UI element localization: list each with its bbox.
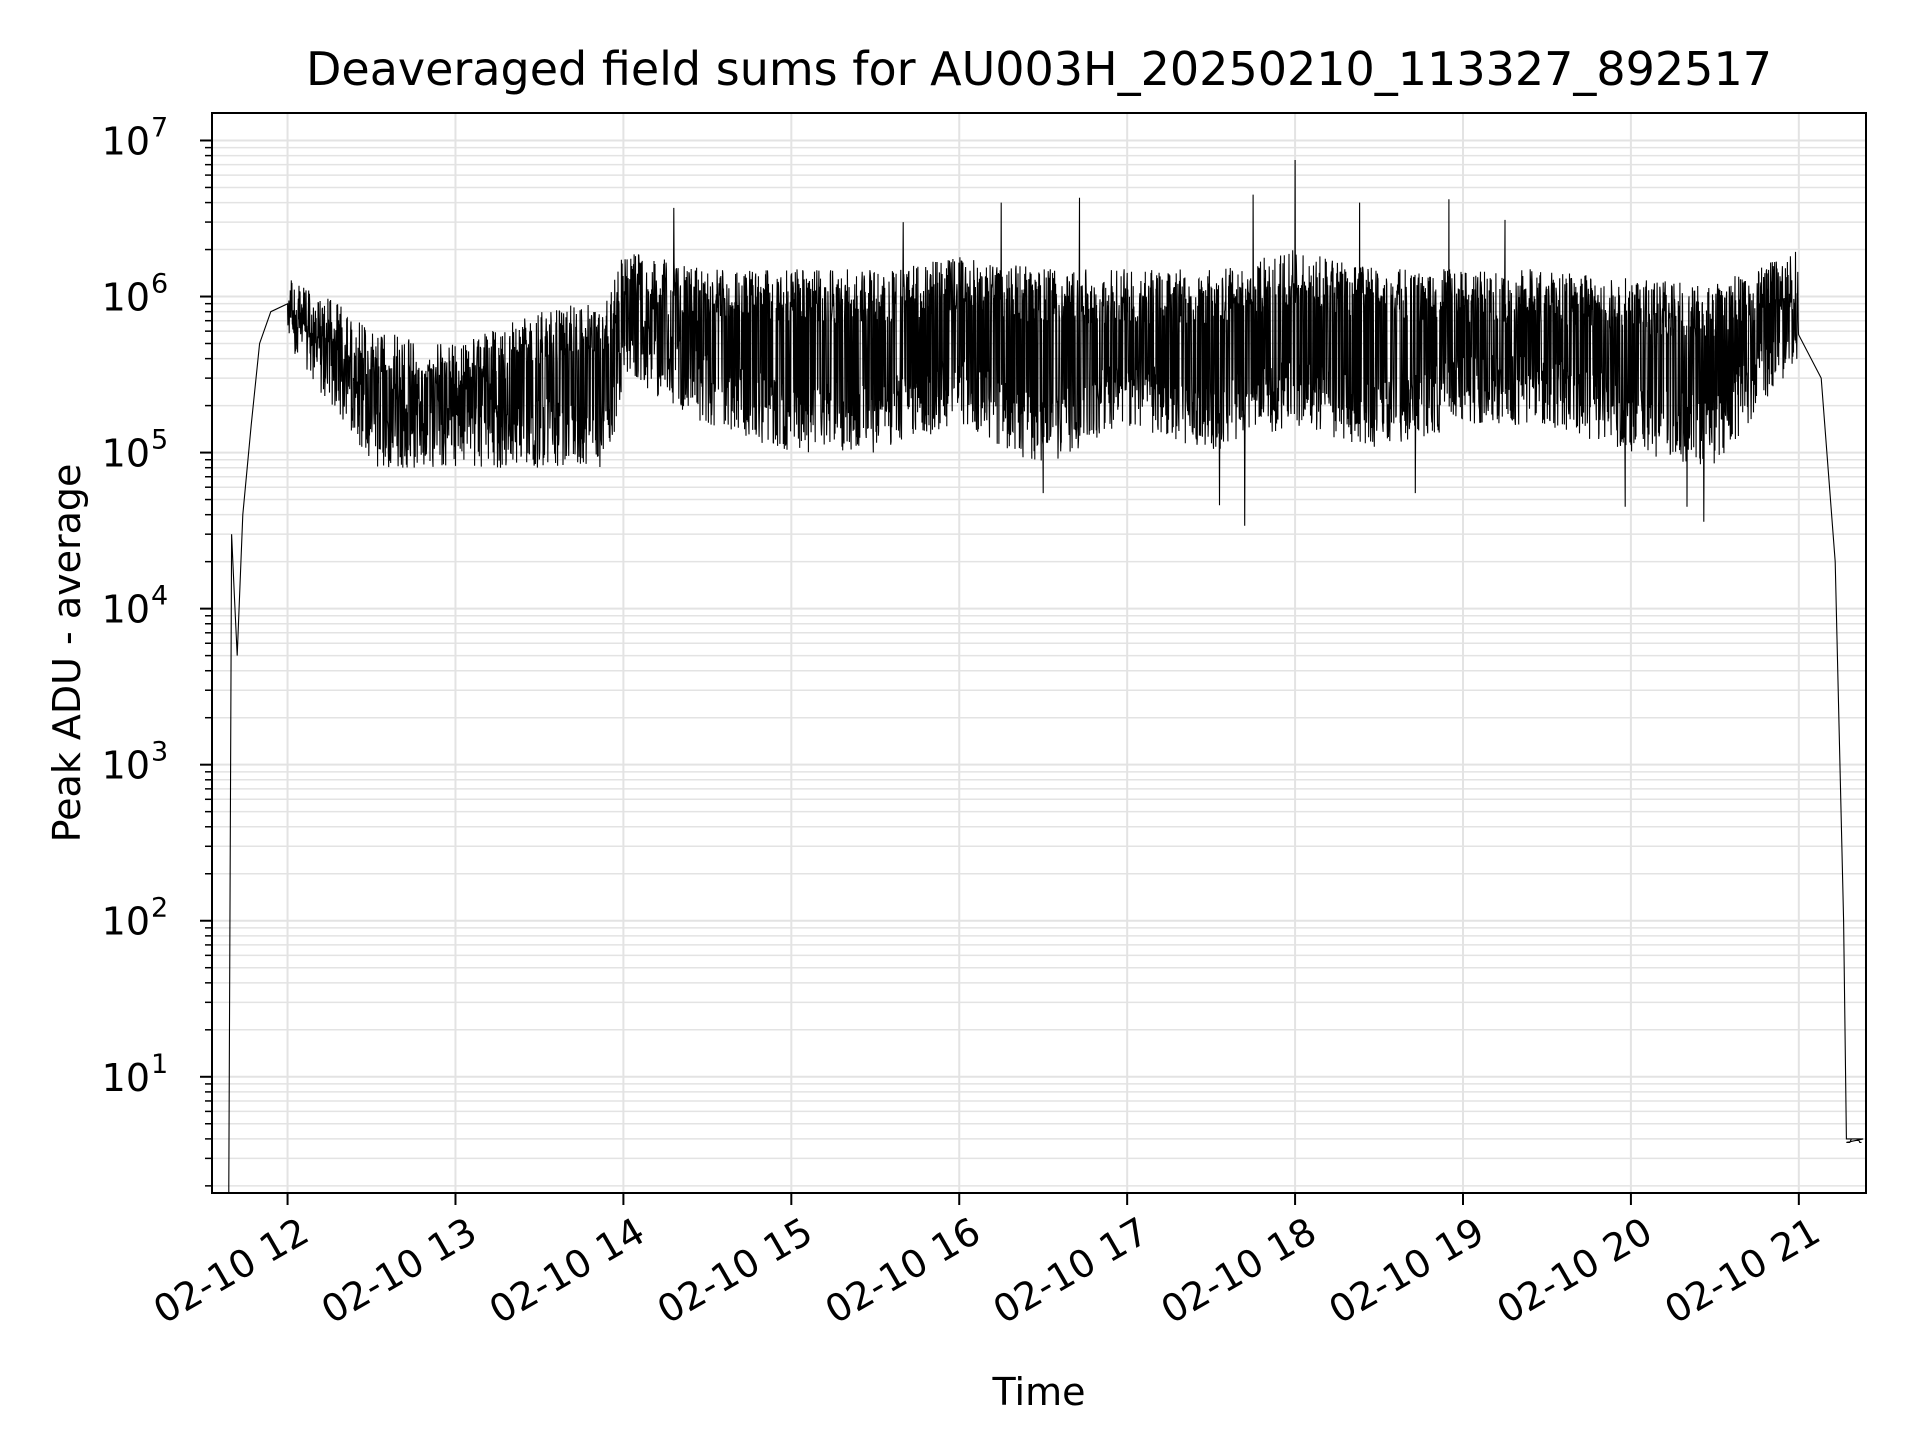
y-tick-label: 10 bbox=[102, 744, 150, 788]
y-tick-label: 10 bbox=[102, 276, 150, 320]
y-tick-label-exponent: 6 bbox=[151, 269, 168, 300]
series-line bbox=[228, 159, 1864, 1193]
y-tick-label: 10 bbox=[102, 432, 150, 476]
y-tick-label-exponent: 1 bbox=[151, 1049, 168, 1080]
y-axis-label: Peak ADU - average bbox=[45, 464, 89, 843]
y-tick-label: 10 bbox=[102, 588, 150, 632]
grid bbox=[212, 113, 1866, 1193]
y-tick-label-exponent: 3 bbox=[151, 737, 168, 768]
y-tick-label-exponent: 4 bbox=[151, 581, 168, 612]
y-tick-label: 10 bbox=[102, 900, 150, 944]
series-layer bbox=[228, 159, 1864, 1193]
plot-frame bbox=[211, 112, 1867, 1194]
y-tick-label: 10 bbox=[102, 1056, 150, 1100]
chart-title: Deaveraged field sums for AU003H_2025021… bbox=[306, 42, 1772, 96]
x-axis-label: Time bbox=[992, 1370, 1086, 1414]
y-tick-label: 10 bbox=[102, 119, 150, 163]
y-tick-label-exponent: 5 bbox=[151, 425, 168, 456]
y-tick-label-exponent: 7 bbox=[151, 112, 168, 143]
y-tick-label-exponent: 2 bbox=[151, 893, 168, 924]
